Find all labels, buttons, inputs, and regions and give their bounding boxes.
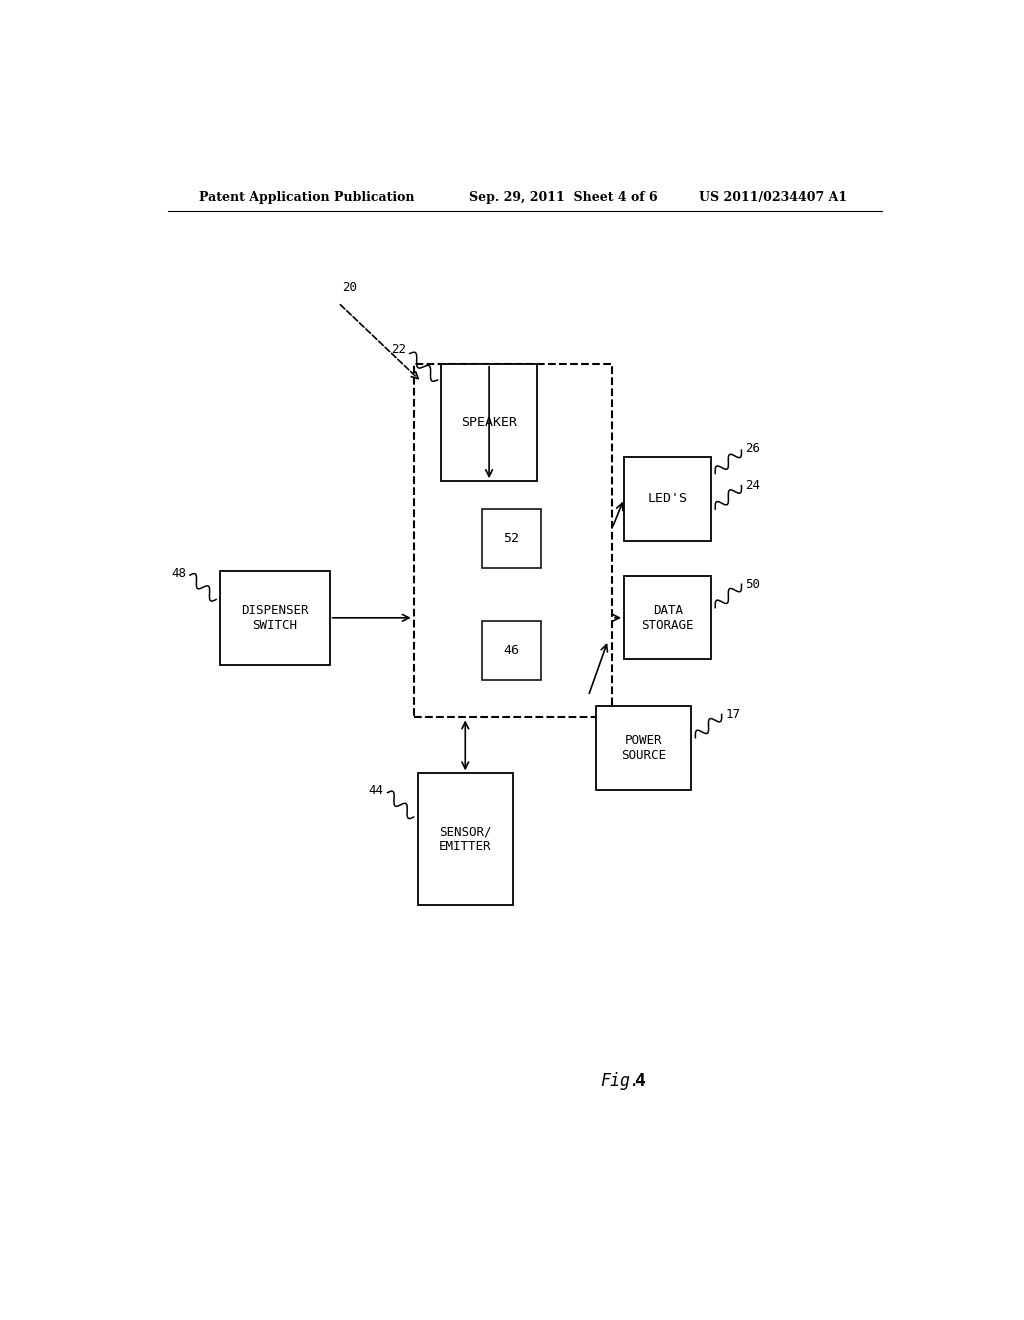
- Text: SENSOR/
EMITTER: SENSOR/ EMITTER: [439, 825, 492, 854]
- Bar: [441, 364, 537, 480]
- Text: 17: 17: [726, 708, 740, 721]
- Bar: [482, 510, 541, 568]
- Text: 44: 44: [369, 784, 384, 797]
- Bar: [418, 774, 513, 906]
- Text: LED'S: LED'S: [647, 492, 688, 506]
- Text: 26: 26: [745, 442, 761, 454]
- Bar: [414, 364, 612, 718]
- Bar: [596, 706, 691, 789]
- Text: 4: 4: [634, 1072, 645, 1090]
- Text: 24: 24: [745, 479, 761, 492]
- Text: 20: 20: [342, 281, 357, 294]
- Text: DATA
STORAGE: DATA STORAGE: [641, 603, 694, 632]
- Text: 22: 22: [391, 343, 406, 356]
- Text: Fig.: Fig.: [600, 1072, 640, 1090]
- Text: POWER
SOURCE: POWER SOURCE: [622, 734, 667, 762]
- Text: DISPENSER
SWITCH: DISPENSER SWITCH: [241, 603, 308, 632]
- Text: 46: 46: [504, 644, 519, 657]
- Bar: [624, 457, 712, 541]
- Text: Sep. 29, 2011  Sheet 4 of 6: Sep. 29, 2011 Sheet 4 of 6: [469, 190, 657, 203]
- Text: 48: 48: [171, 566, 186, 579]
- Bar: [482, 620, 541, 680]
- Text: 52: 52: [504, 532, 519, 545]
- Text: Patent Application Publication: Patent Application Publication: [200, 190, 415, 203]
- Text: US 2011/0234407 A1: US 2011/0234407 A1: [699, 190, 848, 203]
- Bar: [624, 576, 712, 660]
- Text: 50: 50: [745, 578, 761, 591]
- Text: SPEAKER: SPEAKER: [461, 416, 517, 429]
- Bar: [220, 572, 330, 664]
